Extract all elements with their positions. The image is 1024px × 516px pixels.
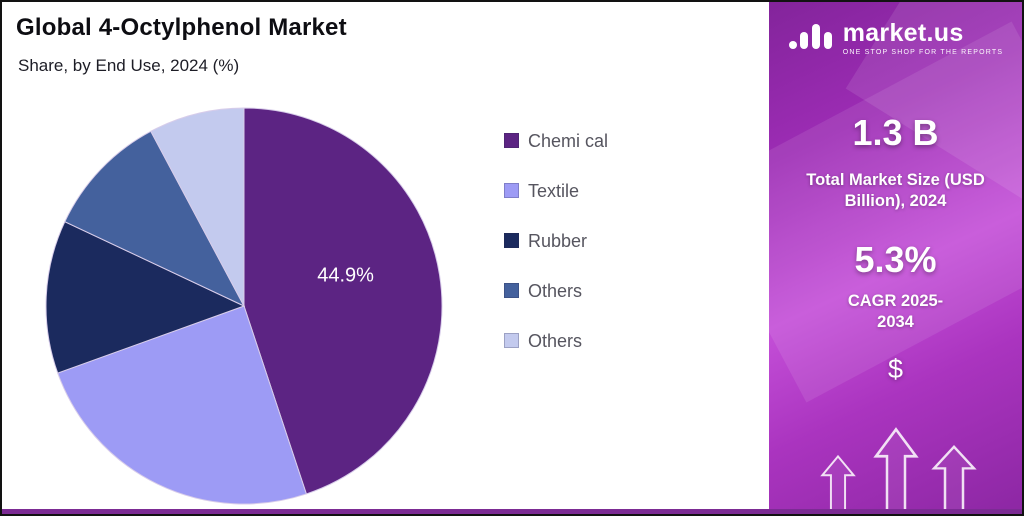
pie-data-label: 44.9% — [317, 265, 374, 287]
legend-label: Others — [528, 331, 583, 351]
pie-slice-rubber-2 — [45, 221, 246, 374]
legend-item-2: Rubber — [504, 230, 614, 253]
pie-slice-others-3 — [64, 130, 246, 308]
legend-label: Rubber — [528, 231, 588, 251]
brand-name: market.us — [842, 18, 964, 47]
dollar-symbol: $ — [887, 353, 904, 384]
legend-swatch-icon — [504, 333, 519, 348]
bottom-accent-bar — [2, 509, 1022, 514]
cagr-label: CAGR 2025-2034 — [847, 291, 944, 332]
legend-item-3: Others — [504, 280, 614, 303]
legend-swatch-icon — [504, 133, 519, 148]
market-size-value: 1.3 B — [852, 112, 939, 153]
up-arrow-icon — [819, 454, 856, 514]
legend-item-4: Others — [504, 330, 614, 353]
brand-panel-content: market.us ONE STOP SHOP FOR THE REPORTS … — [769, 2, 1022, 514]
growth-arrows — [815, 426, 977, 514]
cagr-value: 5.3% — [854, 238, 937, 280]
brand-logo: market.us ONE STOP SHOP FOR THE REPORTS — [769, 2, 1022, 56]
up-arrow-icon — [872, 427, 919, 514]
market-size-label: Total Market Size (USD Billion), 2024 — [806, 171, 985, 211]
up-arrow-icon — [930, 444, 977, 514]
chart-title: Global 4-Octylphenol Market — [16, 14, 347, 41]
brand-panel: market.us ONE STOP SHOP FOR THE REPORTS … — [766, 2, 1022, 514]
pie-slice-textile-1 — [57, 305, 308, 505]
brand-tagline: ONE STOP SHOP FOR THE REPORTS — [842, 48, 1004, 56]
chart-subtitle: Share, by End Use, 2024 (%) — [18, 56, 240, 75]
legend-item-0: Chemi cal — [504, 130, 614, 153]
chart-panel: Global 4-Octylphenol Market Share, by En… — [2, 2, 770, 514]
pie-chart: 44.9% — [45, 107, 443, 505]
legend-swatch-icon — [504, 233, 519, 248]
chart-legend: Chemi cal Textile Rubber Others Others — [504, 130, 614, 353]
pie-slice-others-4 — [150, 107, 245, 307]
pie-slice-chemical-0 — [243, 107, 443, 495]
legend-label: Others — [528, 281, 583, 301]
legend-item-1: Textile — [504, 180, 614, 203]
brand-logo-text: market.us ONE STOP SHOP FOR THE REPORTS — [842, 18, 1004, 56]
legend-swatch-icon — [504, 283, 519, 298]
legend-label: Textile — [528, 181, 580, 201]
market-us-logo-icon — [788, 24, 832, 49]
legend-swatch-icon — [504, 183, 519, 198]
legend-label: Chemi cal — [528, 131, 609, 151]
